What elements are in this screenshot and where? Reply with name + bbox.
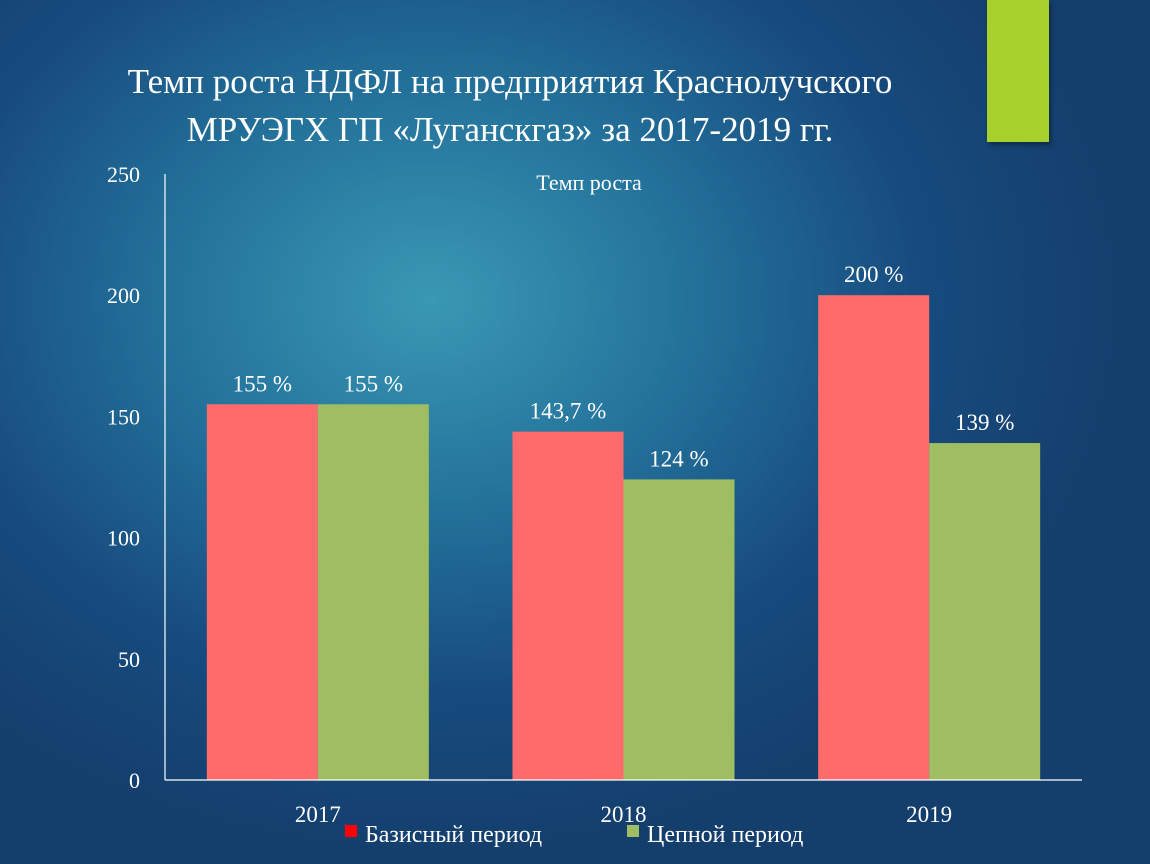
y-tick-label: 50 — [118, 647, 140, 672]
legend: Базисный период Цепной период — [345, 822, 803, 848]
data-label: 155 % — [344, 371, 403, 396]
bar-2019-series-1 — [818, 295, 930, 780]
data-label: 200 % — [844, 262, 903, 287]
slide-title: Темп роста НДФЛ на предприятия Краснолуч… — [60, 58, 960, 154]
y-tick-label: 150 — [107, 404, 140, 429]
y-tick-label: 200 — [107, 283, 140, 308]
legend-swatch — [627, 825, 639, 837]
data-label: 139 % — [955, 410, 1014, 435]
bar-2018-series-1 — [512, 431, 624, 780]
bar-2017-series-1 — [206, 404, 318, 780]
slide-title-line-2: МРУЭГХ ГП «Луганскгаз» за 2017-2019 гг. — [186, 110, 834, 149]
y-tick-label: 0 — [129, 768, 140, 793]
y-tick-label: 250 — [107, 162, 140, 187]
legend-swatch — [345, 825, 357, 837]
legend-label: Базисный период — [365, 822, 542, 848]
data-label: 155 % — [233, 371, 292, 396]
bar-2019-series-2 — [929, 443, 1041, 780]
accent-bar — [987, 0, 1049, 142]
x-tick-label: 2019 — [906, 802, 952, 827]
bar-2017-series-2 — [317, 404, 429, 780]
y-tick-label: 100 — [107, 526, 140, 551]
legend-label: Цепной период — [647, 822, 803, 848]
x-tick-label: 2017 — [295, 802, 341, 827]
data-label: 143,7 % — [530, 399, 607, 424]
data-label: 124 % — [649, 446, 708, 471]
slide-title-line-1: Темп роста НДФЛ на предприятия Краснолуч… — [127, 62, 893, 101]
chart-title: Темп роста — [536, 170, 642, 195]
bar-2018-series-2 — [623, 479, 735, 780]
x-tick-label: 2018 — [601, 802, 647, 827]
